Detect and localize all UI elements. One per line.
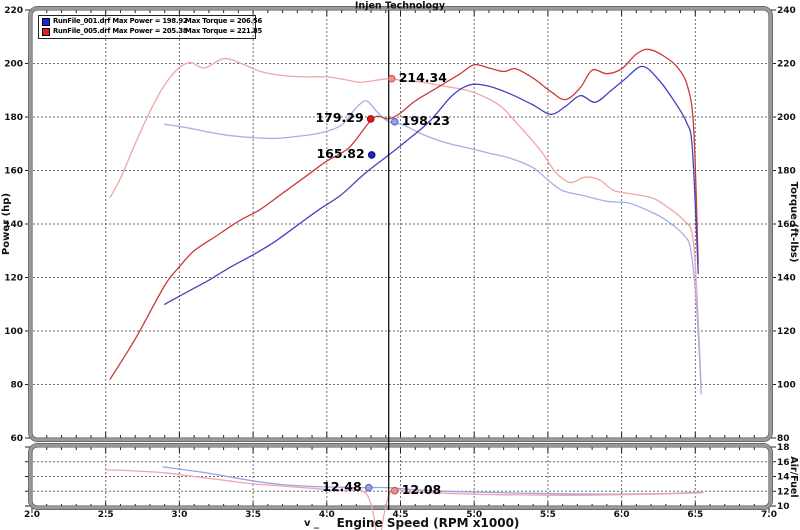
tick-label-right-axis: 10 <box>777 502 790 512</box>
tick-label-power: 220 <box>4 6 23 16</box>
cursor-value-airfuel-run1: 12.48 <box>322 479 362 495</box>
tick-label-right-axis: 18 <box>777 443 790 453</box>
cursor-dot-5 <box>390 486 399 495</box>
tick-label-rpm: 6.5 <box>687 510 703 520</box>
rpm-axis-title-prefix: v _ <box>304 518 319 529</box>
cursor-dot-0 <box>387 74 396 83</box>
cursor-value-torque-run1: 198.23 <box>401 113 450 129</box>
panel-frame <box>29 7 772 441</box>
legend-run5-max-power: RunFile_005.drf Max Power = 205.38 <box>53 27 188 35</box>
panel-frame-inner <box>31 9 770 439</box>
power-axis-title: Power (hp) <box>1 193 12 255</box>
curve-runfile-001-torque <box>164 100 702 395</box>
panel-frame-outer <box>28 443 773 510</box>
tick-label-rpm: 7.0 <box>761 510 777 520</box>
legend-row-runfile-005[interactable]: RunFile_005.drf Max Power = 205.38 Max T… <box>39 26 262 37</box>
tick-label-right-axis: 12 <box>777 487 790 497</box>
tick-label-right-axis: 16 <box>777 458 790 468</box>
tick-label-power: 120 <box>4 274 23 284</box>
tick-label-right-axis: 200 <box>777 113 796 123</box>
tick-label-power: 160 <box>4 167 23 177</box>
tick-label-right-axis: 220 <box>777 60 796 70</box>
legend-run1-max-torque: Max Torque = 206.56 <box>185 17 263 25</box>
tick-label-rpm: 4.5 <box>393 510 409 520</box>
cursor-value-power-run5: 179.29 <box>315 110 364 126</box>
torque-axis-title: Torque (ft-lbs) <box>788 182 799 263</box>
cursor-value-power-run1: 165.82 <box>316 146 365 162</box>
tick-label-rpm: 4.0 <box>319 510 335 520</box>
tick-label-rpm: 5.5 <box>540 510 556 520</box>
tick-label-right-axis: 140 <box>777 274 796 284</box>
tick-label-power: 60 <box>10 434 23 444</box>
tick-label-rpm: 5.0 <box>466 510 482 520</box>
tick-label-rpm: 2.0 <box>24 510 40 520</box>
tick-label-right-axis: 180 <box>777 167 796 177</box>
cursor-dot-4 <box>364 483 373 492</box>
curve-runfile-005-torque <box>109 57 702 388</box>
legend-row-runfile-001[interactable]: RunFile_001.drf Max Power = 198.92 Max T… <box>39 16 262 27</box>
cursor-dot-1 <box>390 117 399 126</box>
curve-runfile-005-air-fuel <box>105 469 704 530</box>
rpm-axis-title: Engine Speed (RPM x1000) <box>337 516 520 530</box>
legend-swatch-run1-icon <box>42 18 50 26</box>
legend-box: RunFile_001.drf Max Power = 198.92 Max T… <box>38 15 262 39</box>
curve-runfile-001-power <box>164 65 699 305</box>
tick-label-rpm: 3.5 <box>245 510 261 520</box>
tick-label-rpm: 6.0 <box>614 510 630 520</box>
cursor-value-torque-run5: 214.34 <box>398 70 447 86</box>
tick-label-right-axis: 160 <box>777 220 796 230</box>
tick-label-power: 80 <box>10 381 23 391</box>
cursor-value-airfuel-run5: 12.08 <box>401 482 442 498</box>
legend-run1-max-power: RunFile_001.drf Max Power = 198.92 <box>53 17 188 25</box>
tick-label-power: 180 <box>4 113 23 123</box>
tick-label-rpm: 2.5 <box>98 510 114 520</box>
chart-title: Injen Technology <box>355 1 446 12</box>
legend-run5-max-torque: Max Torque = 221.85 <box>185 27 263 35</box>
panel-frame-inner <box>31 446 770 507</box>
cursor-dot-2 <box>366 115 375 123</box>
tick-label-rpm: 3.0 <box>171 510 187 520</box>
tick-label-power: 140 <box>4 220 23 230</box>
tick-label-right-axis: 100 <box>777 381 796 391</box>
tick-label-right-axis: 240 <box>777 6 796 16</box>
tick-label-right-axis: 120 <box>777 327 796 337</box>
cursor-dot-3 <box>367 151 376 159</box>
chart-render-layer: 220 200 180 160 140 120 100 80 60 240 220 200 180 160… <box>4 6 796 530</box>
airfuel-axis-title: Air/Fuel <box>788 456 799 497</box>
legend-swatch-run5-icon <box>42 28 50 36</box>
panel-frame <box>29 444 772 509</box>
tick-label-power: 200 <box>4 60 23 70</box>
curve-runfile-005-power <box>109 48 699 380</box>
panel-frame-outer <box>28 6 773 442</box>
tick-label-right-axis: 14 <box>777 473 790 483</box>
tick-label-power: 100 <box>4 327 23 337</box>
tick-label-right-axis: 80 <box>777 434 790 444</box>
